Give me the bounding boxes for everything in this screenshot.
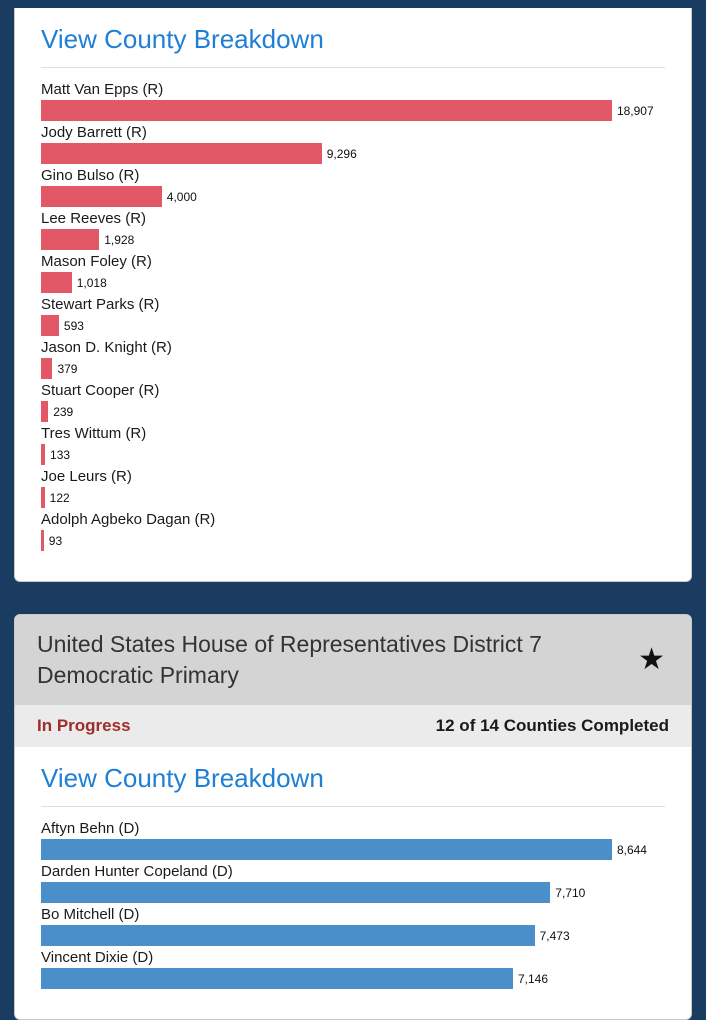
vote-bar bbox=[41, 925, 535, 946]
candidate-name: Vincent Dixie (D) bbox=[41, 949, 154, 966]
bar-line: 122 bbox=[41, 487, 665, 508]
vote-bar bbox=[41, 968, 513, 989]
candidate-row: Mason Foley (R) 1,018 bbox=[41, 254, 665, 293]
vote-bar bbox=[41, 186, 162, 207]
republican-results-card: View County Breakdown Matt Van Epps (R) 1… bbox=[14, 8, 692, 582]
candidate-name: Tres Wittum (R) bbox=[41, 425, 147, 442]
star-icon[interactable]: ★ bbox=[634, 645, 669, 675]
candidate-name: Stuart Cooper (R) bbox=[41, 382, 160, 399]
vote-count: 7,473 bbox=[539, 928, 570, 943]
candidate-row: Lee Reeves (R) 1,928 bbox=[41, 211, 665, 250]
democratic-card-body: View County Breakdown Aftyn Behn (D) 8,64… bbox=[15, 747, 691, 1019]
candidate-row: Stewart Parks (R) 593 bbox=[41, 297, 665, 336]
bar-line: 18,907 bbox=[41, 100, 665, 121]
candidate-row: Jody Barrett (R) 9,296 bbox=[41, 125, 665, 164]
candidate-row: Adolph Agbeko Dagan (R) 93 bbox=[41, 512, 665, 551]
vote-bar bbox=[41, 272, 72, 293]
vote-bar bbox=[41, 444, 46, 465]
candidate-name: Jody Barrett (R) bbox=[41, 124, 147, 141]
view-county-breakdown-link-democratic[interactable]: View County Breakdown bbox=[41, 763, 324, 793]
vote-bar bbox=[41, 100, 612, 121]
candidate-row: Joe Leurs (R) 122 bbox=[41, 469, 665, 508]
candidate-name: Darden Hunter Copeland (D) bbox=[41, 863, 233, 880]
candidate-row: Matt Van Epps (R) 18,907 bbox=[41, 82, 665, 121]
bar-line: 7,473 bbox=[41, 925, 665, 946]
candidate-row: Darden Hunter Copeland (D) 7,710 bbox=[41, 864, 665, 903]
bar-line: 7,146 bbox=[41, 968, 665, 989]
bar-line: 4,000 bbox=[41, 186, 665, 207]
divider bbox=[41, 806, 665, 807]
candidate-name: Gino Bulso (R) bbox=[41, 167, 140, 184]
vote-bar bbox=[41, 229, 100, 250]
vote-count: 122 bbox=[49, 490, 70, 505]
race-status-row: In Progress 12 of 14 Counties Completed bbox=[15, 705, 691, 747]
race-title: United States House of Representatives D… bbox=[37, 631, 542, 688]
vote-count: 133 bbox=[50, 447, 71, 462]
bar-line: 93 bbox=[41, 530, 665, 551]
vote-count: 1,018 bbox=[76, 275, 107, 290]
vote-count: 7,710 bbox=[555, 885, 586, 900]
candidate-name: Bo Mitchell (D) bbox=[41, 906, 140, 923]
vote-count: 4,000 bbox=[166, 189, 197, 204]
vote-bar bbox=[41, 530, 44, 551]
candidate-name: Aftyn Behn (D) bbox=[41, 820, 140, 837]
view-county-breakdown-link-republican[interactable]: View County Breakdown bbox=[41, 24, 324, 54]
republican-card-body: View County Breakdown Matt Van Epps (R) 1… bbox=[15, 8, 691, 581]
race-header: United States House of Representatives D… bbox=[15, 615, 691, 705]
democratic-primary-card: United States House of Representatives D… bbox=[14, 614, 692, 1020]
candidate-row: Vincent Dixie (D) 7,146 bbox=[41, 950, 665, 989]
vote-count: 8,644 bbox=[616, 842, 647, 857]
vote-count: 239 bbox=[53, 404, 74, 419]
divider bbox=[41, 67, 665, 68]
vote-count: 593 bbox=[63, 318, 84, 333]
vote-count: 18,907 bbox=[616, 103, 654, 118]
candidate-row: Gino Bulso (R) 4,000 bbox=[41, 168, 665, 207]
bar-line: 8,644 bbox=[41, 839, 665, 860]
vote-count: 1,928 bbox=[104, 232, 135, 247]
candidate-row: Aftyn Behn (D) 8,644 bbox=[41, 821, 665, 860]
bar-line: 1,928 bbox=[41, 229, 665, 250]
vote-bar bbox=[41, 882, 551, 903]
candidate-name: Adolph Agbeko Dagan (R) bbox=[41, 511, 216, 528]
counties-completed-label: 12 of 14 Counties Completed bbox=[435, 716, 669, 735]
republican-bar-chart: Matt Van Epps (R) 18,907 Jody Barrett (R) 9… bbox=[41, 82, 665, 551]
bar-line: 239 bbox=[41, 401, 665, 422]
vote-bar bbox=[41, 401, 49, 422]
candidate-name: Matt Van Epps (R) bbox=[41, 81, 164, 98]
bar-line: 7,710 bbox=[41, 882, 665, 903]
candidate-name: Mason Foley (R) bbox=[41, 253, 152, 270]
candidate-row: Bo Mitchell (D) 7,473 bbox=[41, 907, 665, 946]
bar-line: 593 bbox=[41, 315, 665, 336]
vote-count: 7,146 bbox=[518, 971, 549, 986]
candidate-row: Jason D. Knight (R) 379 bbox=[41, 340, 665, 379]
bar-line: 9,296 bbox=[41, 143, 665, 164]
vote-bar bbox=[41, 315, 59, 336]
vote-count: 93 bbox=[48, 533, 63, 548]
vote-bar bbox=[41, 839, 612, 860]
bar-line: 379 bbox=[41, 358, 665, 379]
vote-count: 9,296 bbox=[326, 146, 357, 161]
bar-line: 1,018 bbox=[41, 272, 665, 293]
democratic-bar-chart: Aftyn Behn (D) 8,644 Darden Hunter Copelan… bbox=[41, 821, 665, 989]
candidate-name: Lee Reeves (R) bbox=[41, 210, 147, 227]
candidate-name: Jason D. Knight (R) bbox=[41, 339, 172, 356]
vote-bar bbox=[41, 358, 53, 379]
vote-bar bbox=[41, 487, 45, 508]
candidate-row: Stuart Cooper (R) 239 bbox=[41, 383, 665, 422]
candidate-row: Tres Wittum (R) 133 bbox=[41, 426, 665, 465]
vote-count: 379 bbox=[57, 361, 78, 376]
vote-bar bbox=[41, 143, 322, 164]
candidate-name: Joe Leurs (R) bbox=[41, 468, 132, 485]
bar-line: 133 bbox=[41, 444, 665, 465]
candidate-name: Stewart Parks (R) bbox=[41, 296, 160, 313]
status-badge: In Progress bbox=[37, 716, 131, 735]
